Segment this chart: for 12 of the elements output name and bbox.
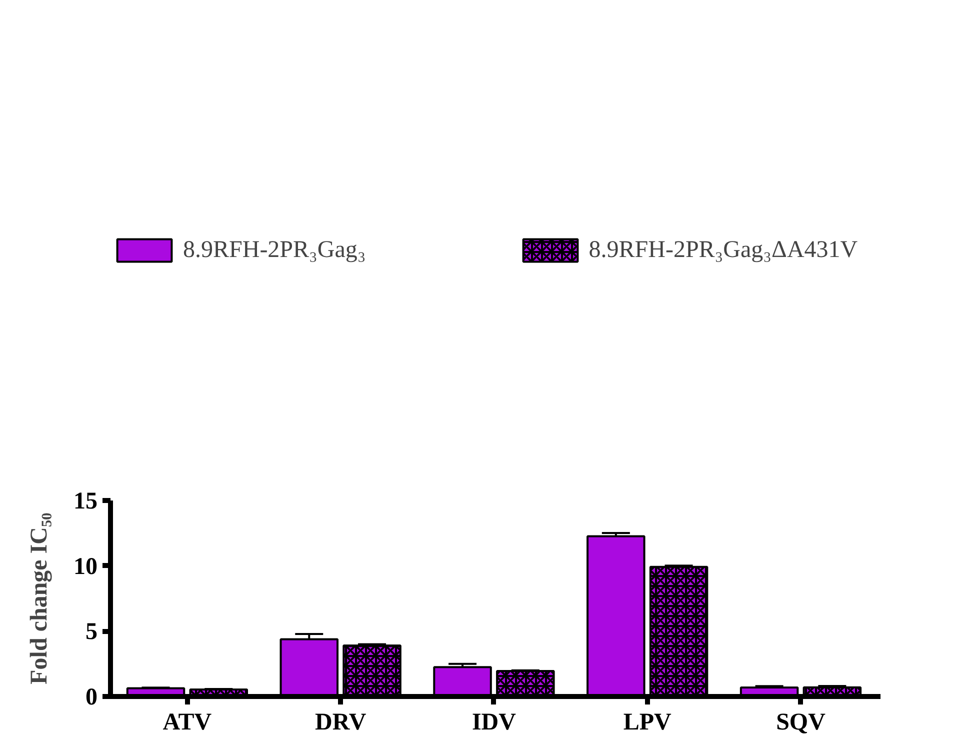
x-tick-label: LPV bbox=[623, 710, 672, 736]
y-axis-title: Fold change IC₅₀ bbox=[26, 512, 52, 684]
legend-label: 8.9RFH-2PR₃Gag₃ bbox=[183, 236, 366, 264]
x-tick-label: IDV bbox=[472, 710, 517, 736]
y-tick-label: 5 bbox=[86, 619, 98, 646]
x-tick-label: SQV bbox=[776, 710, 826, 736]
x-tick-label: DRV bbox=[315, 710, 367, 736]
y-tick-label: 15 bbox=[74, 488, 98, 514]
y-tick-label: 10 bbox=[74, 554, 98, 580]
legend-label: 8.9RFH-2PR₃Gag₃ΔA431V bbox=[588, 236, 858, 264]
x-tick-label: ATV bbox=[162, 710, 212, 736]
y-tick-label: 0 bbox=[86, 684, 98, 710]
